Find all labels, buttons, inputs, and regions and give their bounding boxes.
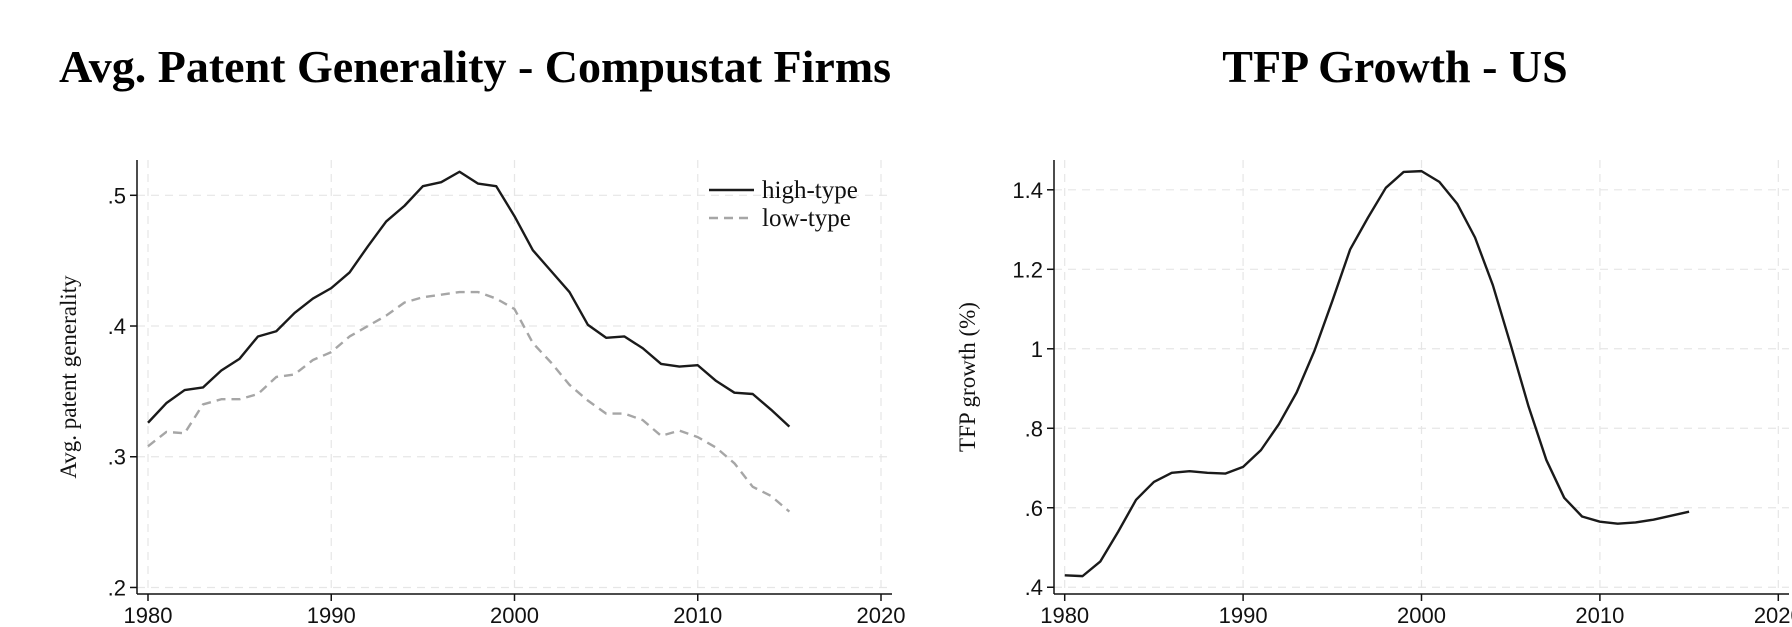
x-tick-label: 2020 — [857, 603, 906, 627]
x-tick-label: 2010 — [1575, 603, 1624, 627]
y-tick-label: 1 — [1031, 337, 1043, 362]
chart-title: Avg. Patent Generality - Compustat Firms — [59, 41, 891, 92]
y-tick-label: .4 — [1025, 575, 1043, 600]
x-tick-label: 1990 — [1219, 603, 1268, 627]
y-tick-label: .5 — [108, 183, 126, 208]
x-tick-label: 2000 — [490, 603, 539, 627]
y-axis-title: TFP growth (%) — [955, 302, 980, 452]
y-tick-label: .3 — [108, 445, 126, 470]
y-tick-label: .8 — [1025, 416, 1043, 441]
x-tick-label: 2020 — [1754, 603, 1792, 627]
line — [147, 290, 791, 513]
y-tick-label: .6 — [1025, 496, 1043, 521]
y-tick-label: 1.2 — [1012, 257, 1043, 282]
x-tick-label: 2010 — [673, 603, 722, 627]
line — [147, 170, 791, 428]
y-tick-label: 1.4 — [1012, 178, 1043, 203]
y-tick-label: .4 — [108, 314, 126, 339]
chart-title: TFP Growth - US — [1222, 41, 1567, 92]
legend-label: low-type — [762, 205, 851, 232]
x-tick-label: 2000 — [1397, 603, 1446, 627]
x-tick-label: 1980 — [1040, 603, 1089, 627]
legend-label: high-type — [762, 177, 858, 204]
x-tick-label: 1980 — [124, 603, 173, 627]
y-tick-label: .2 — [108, 575, 126, 600]
y-axis-title: Avg. patent generality — [56, 275, 81, 479]
line — [1064, 169, 1690, 578]
x-tick-label: 1990 — [307, 603, 356, 627]
